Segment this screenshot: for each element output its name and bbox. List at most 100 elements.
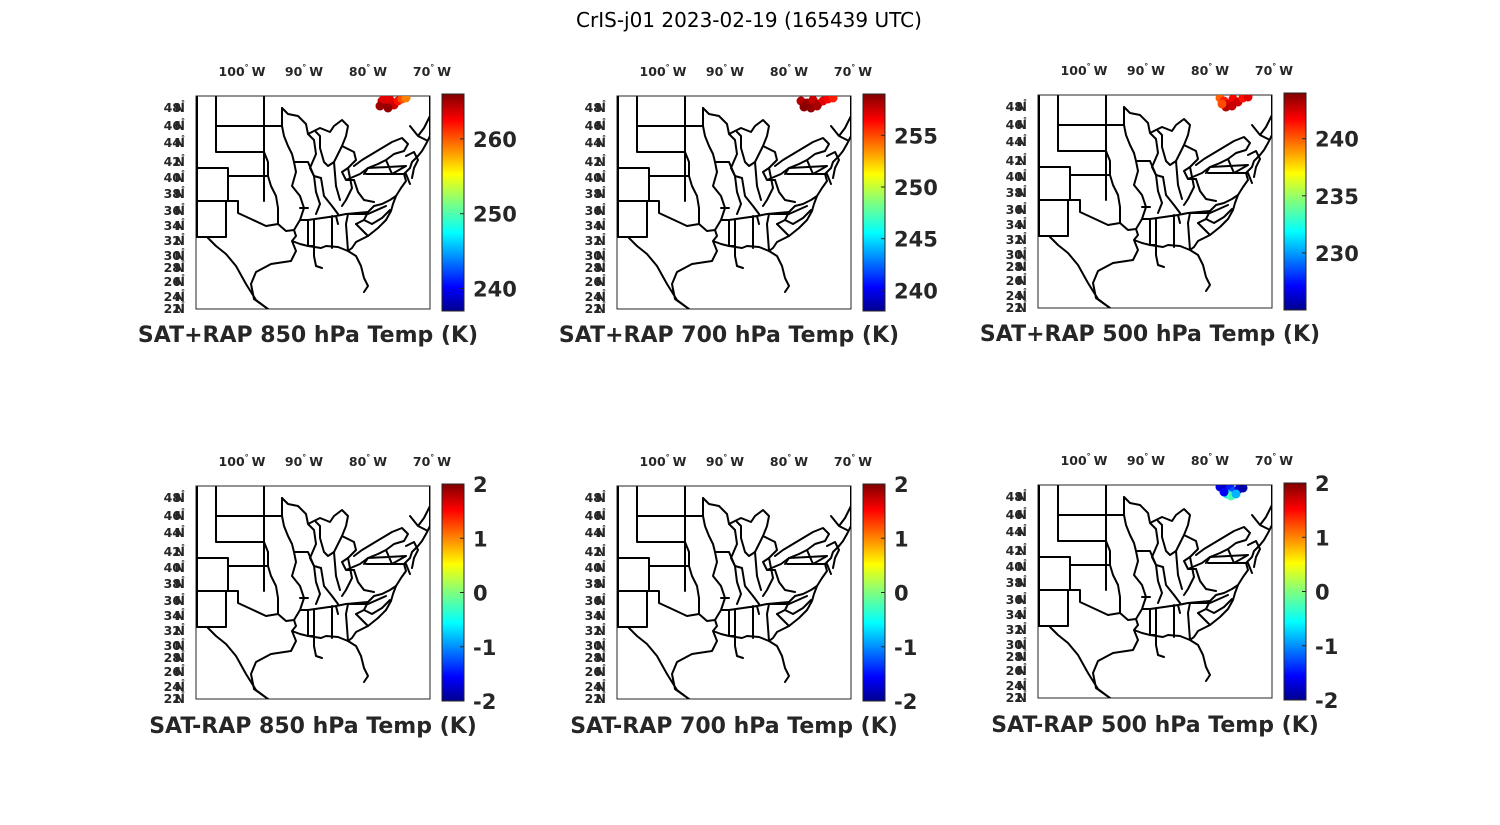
lat-tick-label: 38°N [585,575,606,591]
map-frame [616,95,852,310]
colorbar-tick-label: 2 [894,473,909,497]
lat-tick-label: 32°N [1006,231,1027,247]
lon-tick-label: 70° W [834,453,872,469]
panel-title: SAT+RAP 500 hPa Temp (K) [980,322,1320,347]
colorbar-tick-label: 2 [473,473,488,497]
lat-tick-label: 48°N [1006,488,1027,504]
lat-tick-label: 38°N [585,185,606,201]
map-panel: 100° W 90° W 80° W 70° W 48°N 46°N44°N 42°N40°N38°… [980,62,1359,347]
lon-tick-label: 70° W [834,63,872,79]
lon-tick-label: 100° W [219,63,266,79]
lat-tick-label: 42°N [585,543,606,559]
colorbar [863,484,885,701]
colorbar-tick-label: -2 [473,690,496,714]
lon-tick-label: 80° W [349,63,387,79]
lat-tick-label: 42°N [585,153,606,169]
colorbar-tick-label: -1 [1315,635,1338,659]
map-frame [616,485,852,700]
map-frame [1037,94,1273,309]
lon-tick-label: 90° W [285,453,323,469]
lat-tick-label: 32°N [585,232,606,248]
lat-tick-label: 46°N [585,507,606,523]
lat-tick-label: 30°N [1006,636,1027,652]
lat-tick-label: 44°N [1006,133,1027,149]
lat-tick-label: 40°N [585,559,606,575]
lat-tick-label: 26°N [585,273,606,289]
lat-tick-label: 22°N [164,300,185,316]
lat-tick-label: 22°N [585,300,606,316]
lat-tick-label: 42°N [1006,542,1027,558]
lat-tick-label: 40°N [1006,168,1027,184]
lat-tick-label: 48°N [585,489,606,505]
colorbar-tick-label: -1 [894,636,917,660]
lat-tick-label: 36°N [164,202,185,218]
lon-tick-label: 80° W [349,453,387,469]
state-boundaries [617,96,851,309]
lat-tick-label: 34°N [1006,216,1027,232]
panel-title: SAT-RAP 700 hPa Temp (K) [570,714,898,739]
lat-tick-label: 36°N [585,202,606,218]
lat-tick-label: 38°N [164,185,185,201]
colorbar-tick-label: -1 [473,636,496,660]
state-boundaries [196,96,430,309]
lat-tick-label: 48°N [164,489,185,505]
lat-tick-label: 22°N [164,690,185,706]
lat-tick-label: 32°N [1006,621,1027,637]
lat-tick-label: 40°N [1006,558,1027,574]
lon-tick-label: 70° W [1255,62,1293,78]
lon-tick-label: 90° W [1127,452,1165,468]
lat-tick-label: 28°N [164,649,185,665]
lat-tick-label: 46°N [1006,116,1027,132]
lon-tick-label: 100° W [640,453,687,469]
lon-tick-label: 100° W [640,63,687,79]
lat-tick-label: 34°N [585,217,606,233]
lat-tick-label: 22°N [585,690,606,706]
lat-tick-label: 22°N [1006,689,1027,705]
lat-tick-label: 30°N [585,637,606,653]
observation-dot [1227,101,1237,111]
observation-dot [383,103,393,113]
lon-tick-label: 80° W [1191,452,1229,468]
lat-tick-label: 32°N [164,622,185,638]
lon-tick-label: 90° W [706,453,744,469]
panel-title: SAT+RAP 700 hPa Temp (K) [559,323,899,348]
colorbar [863,94,885,311]
lat-tick-label: 46°N [585,117,606,133]
colorbar-tick-label: 260 [473,128,517,152]
colorbar-tick-label: 1 [1315,526,1330,550]
colorbar-tick-label: -2 [894,690,917,714]
lat-tick-label: 34°N [164,217,185,233]
state-boundaries [1038,485,1272,698]
lat-tick-label: 46°N [164,507,185,523]
lon-tick-label: 90° W [1127,62,1165,78]
panel-title: SAT-RAP 850 hPa Temp (K) [149,714,477,739]
lat-tick-label: 48°N [1006,98,1027,114]
lon-tick-label: 70° W [413,63,451,79]
lon-tick-label: 100° W [219,453,266,469]
colorbar-tick-label: 0 [1315,581,1330,605]
lat-tick-label: 48°N [164,99,185,115]
colorbar-tick-label: -2 [1315,689,1338,713]
lat-tick-label: 38°N [1006,184,1027,200]
observation-dot [375,101,385,111]
lat-tick-label: 38°N [1006,574,1027,590]
lat-tick-label: 42°N [1006,152,1027,168]
lat-tick-label: 26°N [585,663,606,679]
map-frame [1037,484,1273,699]
lat-tick-label: 30°N [164,637,185,653]
colorbar-tick-label: 240 [1315,128,1359,152]
lat-tick-label: 46°N [1006,506,1027,522]
colorbar-tick-label: 255 [894,124,938,148]
lat-tick-label: 24°N [585,678,606,694]
observation-dot [1243,95,1253,102]
colorbar-tick-label: 240 [894,279,938,303]
map-panel: 100° W 90° W 80° W 70° W 48°N 46°N44°N 42°N40°N38°… [991,452,1338,738]
lat-tick-label: 26°N [164,273,185,289]
colorbar-tick-label: 250 [473,203,517,227]
colorbar-tick-label: 0 [473,582,488,606]
map-panel: 100° W 90° W 80° W 70° W 48°N 46°N44°N 42°N40°N38°… [570,453,917,739]
lon-tick-label: 100° W [1061,452,1108,468]
lat-tick-label: 34°N [1006,606,1027,622]
lat-tick-label: 36°N [1006,201,1027,217]
